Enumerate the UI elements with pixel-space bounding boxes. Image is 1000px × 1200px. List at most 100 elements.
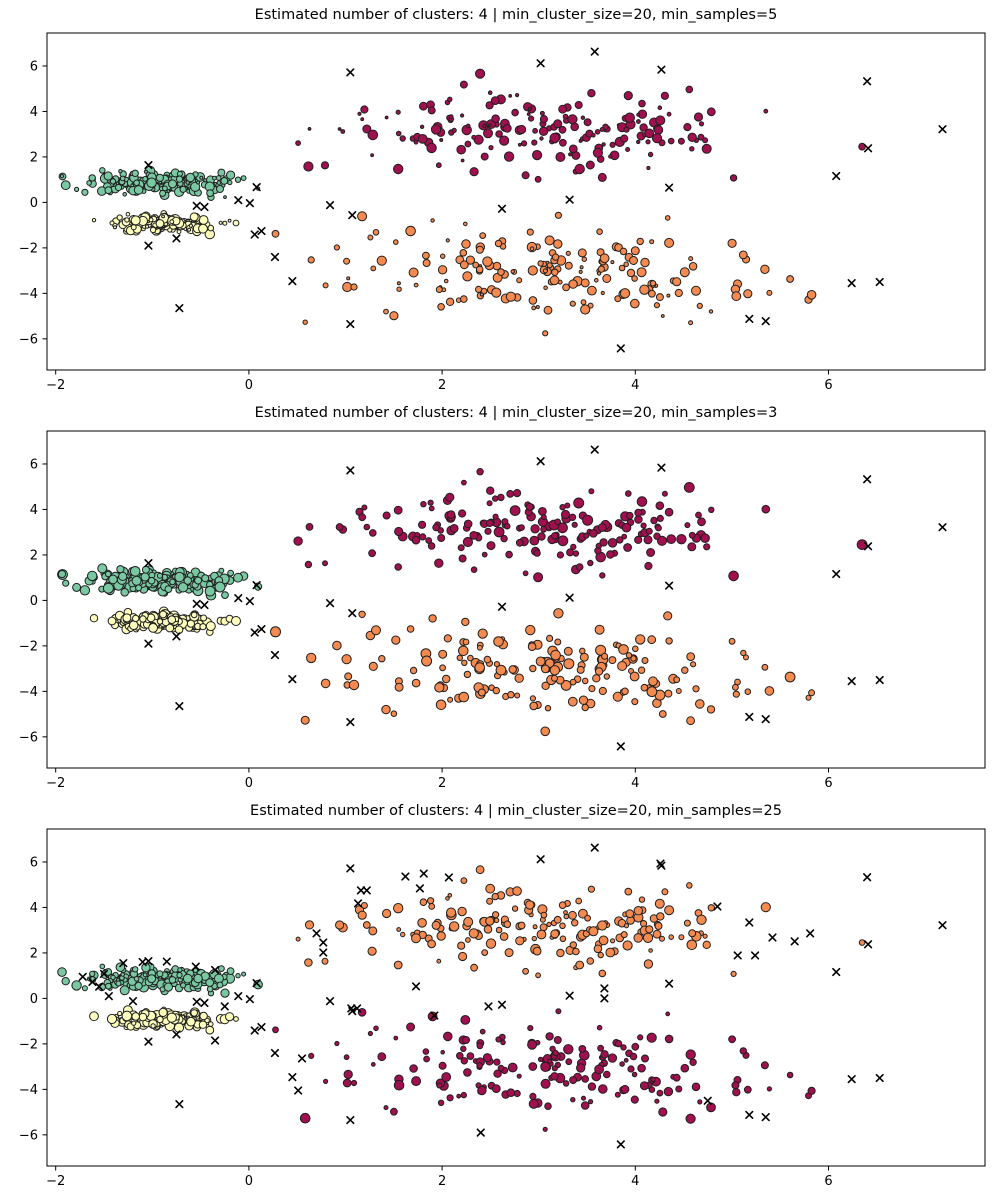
scatter-point bbox=[603, 673, 610, 680]
scatter-point bbox=[447, 893, 453, 898]
noise-x-marker bbox=[863, 77, 872, 86]
scatter-point bbox=[658, 710, 667, 718]
scatter-point bbox=[393, 505, 403, 515]
scatter-point bbox=[570, 543, 577, 551]
scatter-point bbox=[495, 664, 507, 676]
scatter-point bbox=[233, 572, 243, 583]
noise-x-marker bbox=[665, 979, 674, 988]
scatter-point bbox=[382, 908, 392, 919]
scatter-point bbox=[667, 137, 675, 145]
scatter-point bbox=[738, 250, 748, 260]
scatter-point bbox=[624, 112, 635, 123]
noise-x-marker bbox=[346, 319, 355, 329]
scatter-point bbox=[430, 218, 435, 223]
noise-x-marker bbox=[245, 198, 254, 208]
scatter-point bbox=[637, 1034, 644, 1041]
scatter-point bbox=[698, 121, 705, 127]
scatter-point bbox=[578, 695, 589, 705]
x-tick-label: 0 bbox=[245, 776, 253, 791]
scatter-point bbox=[360, 902, 368, 909]
scatter-point bbox=[600, 1050, 609, 1059]
scatter-point bbox=[525, 624, 536, 636]
scatter-point bbox=[177, 967, 183, 973]
noise-x-marker bbox=[348, 211, 357, 220]
scatter-point bbox=[553, 915, 562, 924]
scatter-point bbox=[449, 921, 460, 932]
scatter-point bbox=[594, 667, 604, 676]
noise-x-marker bbox=[938, 921, 947, 930]
noise-x-marker bbox=[484, 1002, 493, 1011]
scatter-point bbox=[492, 513, 499, 520]
scatter-point bbox=[807, 1086, 816, 1095]
scatter-point bbox=[122, 613, 132, 623]
scatter-point bbox=[654, 898, 665, 909]
scatter-point bbox=[306, 652, 317, 664]
scatter-point bbox=[343, 1054, 350, 1061]
scatter-point bbox=[423, 1055, 431, 1063]
scatter-point bbox=[596, 1024, 603, 1031]
scatter-point bbox=[559, 922, 566, 930]
noise-markers bbox=[144, 47, 947, 353]
scatter-point bbox=[686, 716, 695, 726]
noise-x-marker bbox=[832, 171, 841, 181]
y-tick-label: 4 bbox=[30, 901, 38, 916]
scatter-point bbox=[475, 865, 485, 875]
scatter-point bbox=[535, 972, 541, 979]
scatter-point bbox=[88, 174, 96, 182]
noise-x-marker bbox=[144, 241, 153, 250]
scatter-point bbox=[431, 920, 441, 930]
scatter-point bbox=[459, 249, 468, 257]
scatter-point bbox=[194, 576, 203, 585]
cluster-yellow bbox=[91, 210, 240, 240]
noise-x-marker bbox=[362, 886, 371, 895]
scatter-point bbox=[630, 298, 640, 309]
noise-x-marker bbox=[346, 68, 355, 77]
noise-x-marker bbox=[411, 982, 421, 991]
scatter-point bbox=[506, 490, 515, 498]
scatter-point bbox=[550, 649, 561, 661]
noise-x-marker bbox=[104, 992, 113, 1001]
scatter-point bbox=[368, 926, 378, 936]
scatter-point bbox=[572, 550, 580, 557]
scatter-point bbox=[419, 124, 425, 130]
scatter-point bbox=[462, 536, 473, 548]
noise-x-marker bbox=[430, 1011, 439, 1020]
scatter-point bbox=[695, 511, 702, 519]
scatter-point bbox=[556, 948, 565, 958]
scatter-point bbox=[697, 517, 706, 527]
noise-x-marker bbox=[288, 674, 297, 684]
scatter-point bbox=[631, 698, 639, 706]
scatter-point bbox=[121, 1010, 133, 1022]
scatter-point bbox=[485, 519, 494, 527]
scatter-point bbox=[588, 1099, 594, 1105]
scatter-point bbox=[91, 218, 97, 223]
scatter-point bbox=[128, 620, 139, 630]
scatter-point bbox=[550, 1072, 559, 1081]
scatter-point bbox=[643, 535, 653, 545]
scatter-point bbox=[367, 129, 379, 141]
scatter-point bbox=[556, 551, 565, 559]
scatter-point bbox=[272, 1026, 279, 1034]
scatter-point bbox=[377, 1052, 387, 1062]
scatter-point bbox=[539, 115, 549, 124]
scatter-point bbox=[486, 500, 493, 507]
scatter-point bbox=[134, 981, 143, 990]
noise-x-marker bbox=[733, 951, 742, 960]
scatter-point bbox=[156, 572, 163, 579]
scatter-point bbox=[598, 686, 607, 696]
noise-x-marker bbox=[172, 632, 181, 641]
y-tick-label: −4 bbox=[19, 1083, 38, 1098]
scatter-point bbox=[198, 1020, 208, 1029]
scatter-point bbox=[216, 180, 222, 185]
scatter-point bbox=[163, 982, 173, 992]
scatter-point bbox=[226, 967, 235, 976]
scatter-point bbox=[205, 1025, 215, 1035]
scatter-point bbox=[225, 1012, 235, 1022]
scatter-point bbox=[634, 515, 643, 524]
scatter-point bbox=[602, 274, 612, 283]
scatter-point bbox=[761, 663, 769, 671]
scatter-point bbox=[142, 972, 148, 978]
scatter-point bbox=[706, 705, 716, 714]
scatter-point bbox=[764, 686, 775, 696]
scatter-point bbox=[858, 939, 866, 946]
